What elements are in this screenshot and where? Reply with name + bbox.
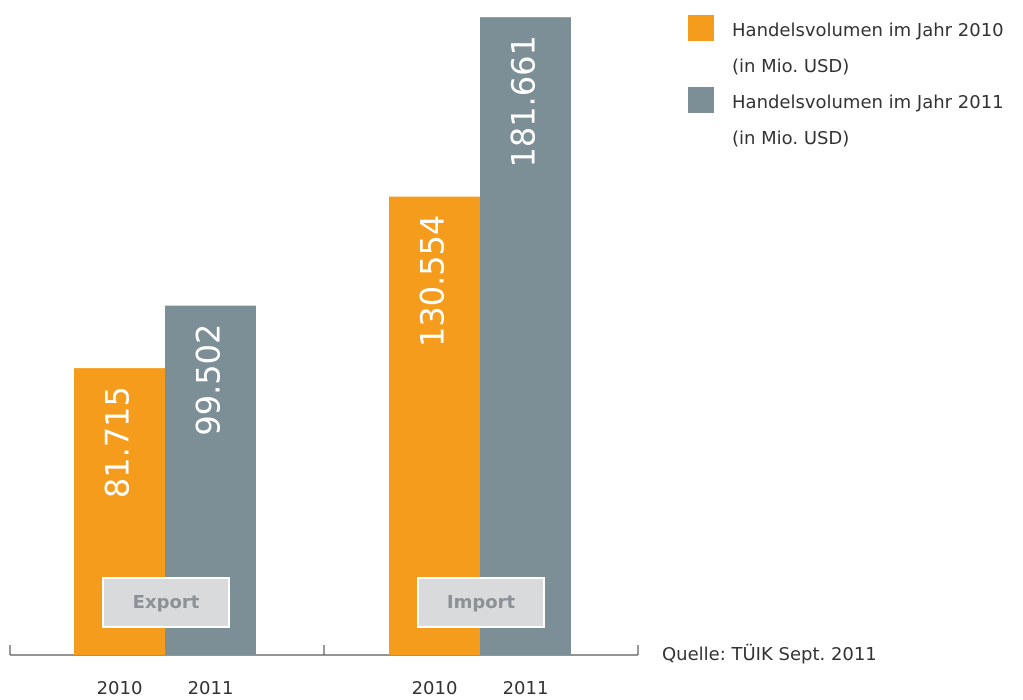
category-label: Export [133, 592, 200, 613]
category-box [102, 577, 230, 628]
legend-label: Handelsvolumen im Jahr 2010 (in Mio. USD… [732, 20, 1004, 77]
bar-label: 2011 [503, 678, 549, 699]
legend-label: Handelsvolumen im Jahr 2011 (in Mio. USD… [732, 92, 1004, 149]
value-label: 130.554 [414, 215, 452, 347]
category-box [417, 577, 545, 628]
bar [480, 17, 571, 655]
bar-label: 2010 [412, 678, 458, 699]
legend: Handelsvolumen im Jahr 2010 (in Mio. USD… [688, 13, 1018, 157]
source: Quelle: TÜIK Sept. 2011 [662, 643, 877, 665]
legend-swatch [688, 87, 714, 113]
value-label: 81.715 [99, 386, 137, 498]
legend-item: Handelsvolumen im Jahr 2010 (in Mio. USD… [688, 13, 1004, 85]
category-label: Import [447, 592, 516, 613]
legend-item: Handelsvolumen im Jahr 2011 (in Mio. USD… [688, 85, 1004, 157]
bar-label: 2011 [188, 678, 234, 699]
value-label: 181.661 [505, 35, 543, 167]
value-label: 99.502 [190, 324, 228, 436]
bar-label: 2010 [97, 678, 143, 699]
legend-swatch [688, 15, 714, 41]
